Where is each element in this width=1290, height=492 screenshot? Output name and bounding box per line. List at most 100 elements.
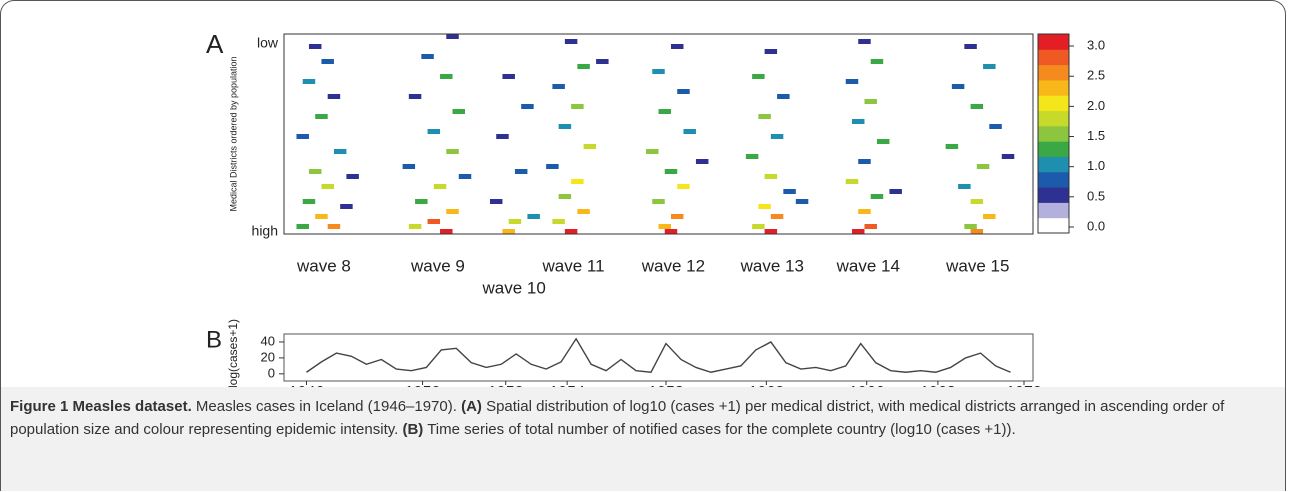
heat-cell bbox=[770, 214, 784, 219]
heat-cell bbox=[440, 229, 453, 234]
heat-cell bbox=[677, 89, 690, 94]
heat-cell bbox=[752, 224, 765, 229]
heat-cell bbox=[427, 129, 441, 134]
row-label-high: high bbox=[252, 223, 278, 239]
heat-cell bbox=[415, 199, 428, 204]
heat-cell bbox=[652, 199, 665, 204]
heat-cell bbox=[446, 149, 459, 154]
caption-bold: Figure 1 Measles dataset. bbox=[10, 398, 192, 415]
heat-cell bbox=[546, 164, 559, 169]
heat-cell bbox=[327, 94, 341, 99]
heat-cell bbox=[664, 169, 678, 174]
heat-cell bbox=[964, 44, 977, 49]
heat-cell bbox=[983, 214, 996, 219]
heat-cell bbox=[983, 64, 996, 69]
heat-cell bbox=[745, 154, 759, 159]
heat-cell bbox=[427, 219, 441, 224]
heat-cell bbox=[758, 204, 771, 209]
wave-label: wave 12 bbox=[641, 256, 705, 275]
y-axis-label: Medical Districts ordered by population bbox=[228, 56, 238, 211]
heat-cell bbox=[296, 134, 309, 139]
heat-cell bbox=[296, 224, 309, 229]
heat-cell bbox=[571, 104, 584, 109]
colorbar-band bbox=[1038, 95, 1069, 112]
heat-cell bbox=[958, 184, 971, 189]
colorbar-band bbox=[1038, 64, 1069, 81]
heat-cell bbox=[970, 229, 984, 234]
heat-cell bbox=[458, 174, 472, 179]
heat-cell bbox=[340, 204, 353, 209]
heat-cell bbox=[346, 174, 359, 179]
heat-cell bbox=[664, 229, 678, 234]
heat-cell bbox=[777, 94, 790, 99]
heat-cell bbox=[552, 219, 565, 224]
colorbar-band bbox=[1038, 156, 1069, 173]
heat-cell bbox=[858, 159, 871, 164]
heat-cell bbox=[564, 229, 578, 234]
heat-cell bbox=[964, 224, 977, 229]
heat-cell bbox=[858, 209, 871, 214]
row-label-low: low bbox=[257, 35, 279, 51]
heat-cell bbox=[402, 164, 416, 169]
heat-cell bbox=[677, 184, 690, 189]
colorbar-tick-label: 3.0 bbox=[1087, 37, 1105, 52]
heat-cell bbox=[870, 194, 884, 199]
heat-cell bbox=[876, 139, 890, 144]
heat-cell bbox=[858, 39, 871, 44]
colorbar-band bbox=[1038, 171, 1069, 188]
heat-cell bbox=[864, 99, 877, 104]
heat-cell bbox=[527, 214, 540, 219]
heat-cell bbox=[552, 84, 565, 89]
heat-cell bbox=[951, 84, 965, 89]
heat-cell bbox=[889, 189, 902, 194]
heat-cell bbox=[302, 199, 316, 204]
heat-cell bbox=[308, 169, 322, 174]
heat-cell bbox=[683, 129, 696, 134]
heat-cell bbox=[408, 224, 422, 229]
wave-label: wave 13 bbox=[740, 256, 804, 275]
heat-cell bbox=[508, 219, 522, 224]
heat-cell bbox=[658, 109, 671, 114]
heat-cell bbox=[302, 79, 316, 84]
heat-cell bbox=[845, 79, 859, 84]
heat-cell bbox=[851, 119, 865, 124]
heat-cell bbox=[970, 199, 984, 204]
heat-cell bbox=[577, 209, 590, 214]
heat-cell bbox=[845, 179, 859, 184]
heat-cell bbox=[670, 44, 684, 49]
heat-cell bbox=[764, 229, 778, 234]
caption-bold: (A) bbox=[461, 398, 482, 415]
heat-cell bbox=[571, 179, 584, 184]
heat-cell bbox=[327, 224, 341, 229]
panel-letter: A bbox=[206, 29, 224, 59]
heat-cell bbox=[795, 199, 809, 204]
heat-cell bbox=[695, 159, 709, 164]
heat-cell bbox=[758, 114, 771, 119]
colorbar-tick-label: 1.0 bbox=[1087, 158, 1105, 173]
heat-cell bbox=[658, 224, 671, 229]
colorbar-band bbox=[1038, 141, 1069, 157]
colorbar-tick-label: 2.0 bbox=[1087, 98, 1105, 113]
heat-cell bbox=[514, 169, 528, 174]
y-tick-label: 20 bbox=[261, 349, 275, 364]
heat-cell bbox=[321, 184, 334, 189]
heat-cell bbox=[752, 74, 765, 79]
colorbar-band bbox=[1038, 217, 1069, 234]
x-tick-label: 1966 bbox=[849, 384, 885, 387]
heat-cell bbox=[970, 104, 984, 109]
caption-bold: (B) bbox=[402, 421, 424, 438]
caption-text: Measles cases in Iceland (1946–1970). bbox=[191, 398, 462, 415]
x-tick-label: 1968 bbox=[920, 384, 956, 387]
panel-letter: B bbox=[206, 326, 222, 353]
y-tick-label: 0 bbox=[268, 365, 275, 380]
x-tick-label: 1962 bbox=[749, 384, 785, 387]
heat-cell bbox=[452, 109, 466, 114]
heat-cell bbox=[596, 59, 609, 64]
wave-label: wave 14 bbox=[836, 256, 900, 275]
heat-cell bbox=[433, 184, 447, 189]
wave-label: wave 15 bbox=[945, 256, 1009, 275]
colorbar-band bbox=[1038, 49, 1069, 66]
heat-cell bbox=[989, 124, 1002, 129]
heat-cell bbox=[945, 144, 959, 149]
